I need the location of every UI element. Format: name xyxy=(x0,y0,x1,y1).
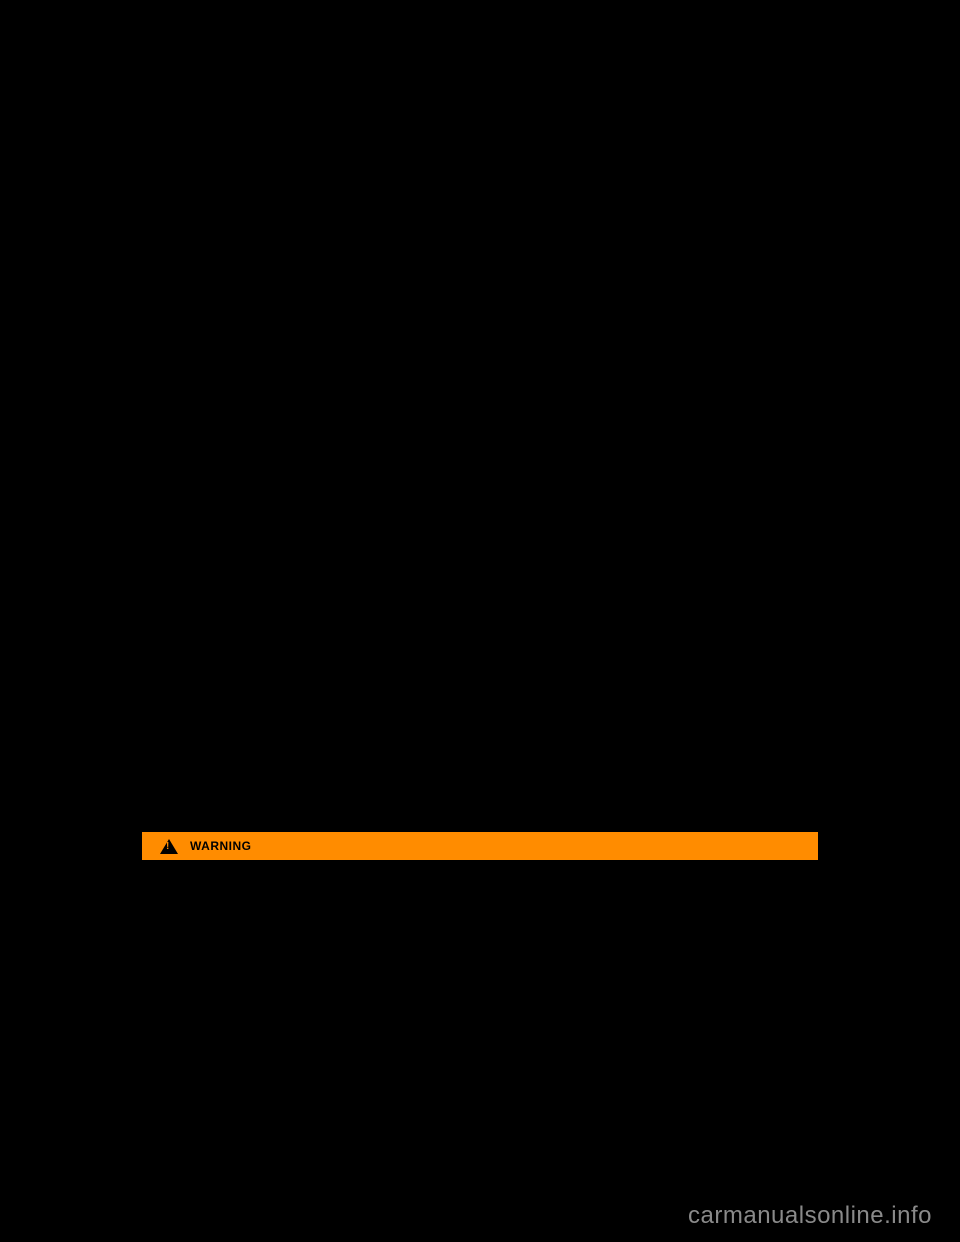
watermark-text: carmanualsonline.info xyxy=(688,1202,932,1230)
warning-box: WARNING xyxy=(142,832,818,860)
warning-triangle-icon xyxy=(160,839,178,854)
warning-label: WARNING xyxy=(190,839,252,853)
page-container: WARNING carmanualsonline.info xyxy=(0,0,960,1242)
